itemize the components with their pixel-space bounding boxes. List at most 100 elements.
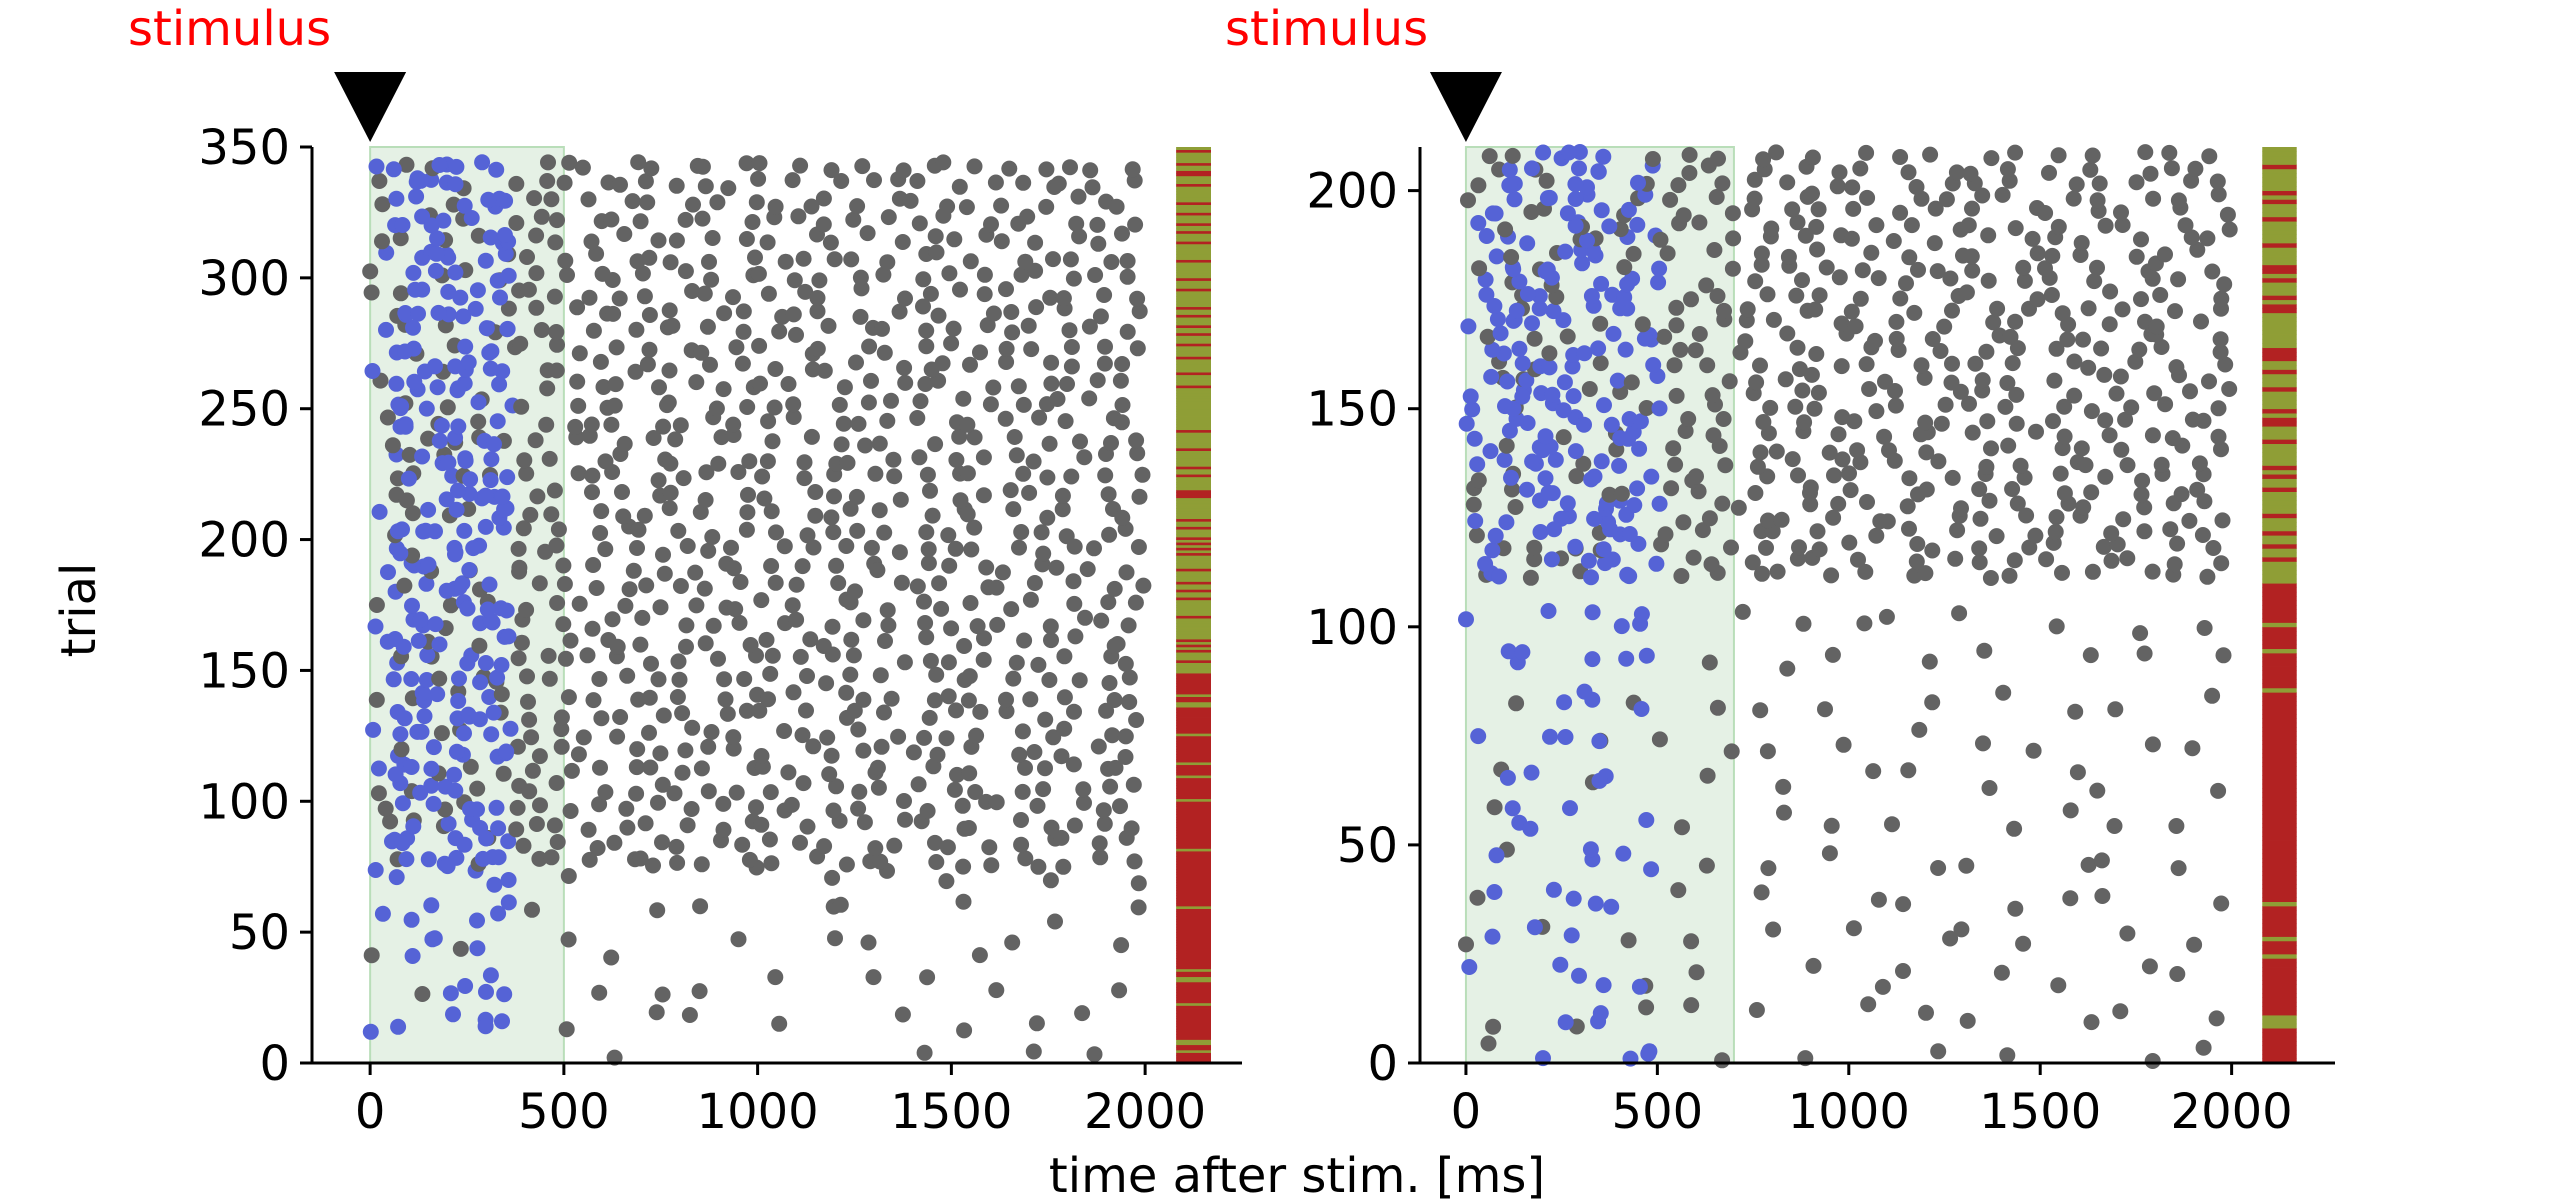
outcome-stripe: [1176, 461, 1211, 465]
outcome-stripe: [2262, 290, 2297, 296]
spike-mark: [641, 341, 658, 358]
outcome-stripe: [1176, 228, 1211, 232]
spike-mark: [1809, 241, 1826, 258]
spike-mark: [1090, 235, 1107, 252]
spike-mark: [541, 450, 558, 467]
spike-mark: [499, 321, 516, 338]
outcome-stripe: [2262, 1019, 2297, 1025]
spike-mark: [638, 577, 655, 594]
spike-mark: [508, 215, 525, 231]
spike-mark: [392, 726, 409, 743]
spike-mark: [822, 234, 839, 251]
spike-mark: [1775, 778, 1792, 795]
spike-mark: [1626, 497, 1643, 514]
spike-mark: [1918, 444, 1935, 461]
spike-mark: [685, 196, 701, 213]
spike-mark: [624, 193, 641, 210]
outcome-stripe: [1176, 455, 1211, 459]
spike-mark: [431, 157, 448, 173]
spike-mark: [734, 836, 751, 853]
spike-mark: [2097, 468, 2114, 485]
spike-mark: [1531, 288, 1548, 305]
spike-mark: [405, 319, 421, 336]
spike-mark: [1131, 303, 1148, 320]
spike-mark: [794, 727, 811, 744]
spike-mark: [2199, 230, 2216, 247]
spike-mark: [470, 413, 487, 430]
spike-mark: [2210, 428, 2227, 445]
spike-mark: [684, 719, 701, 736]
spike-mark: [619, 667, 636, 684]
spike-mark: [1127, 594, 1144, 611]
spike-mark: [2136, 645, 2153, 662]
outcome-stripe: [1176, 704, 1211, 708]
spike-mark: [1601, 486, 1618, 503]
spike-mark: [1960, 217, 1977, 234]
spike-mark: [493, 686, 510, 703]
spike-mark: [921, 709, 938, 726]
spike-mark: [1908, 179, 1925, 195]
spike-mark: [1844, 179, 1861, 196]
outcome-stripe: [2262, 356, 2297, 362]
outcome-stripe: [2262, 194, 2297, 200]
spike-mark: [1701, 510, 1718, 527]
spike-mark: [1980, 227, 1997, 244]
spike-mark: [788, 576, 805, 593]
spike-mark: [924, 507, 941, 524]
outcome-stripe: [1176, 696, 1211, 700]
spike-mark: [508, 821, 525, 838]
spike-mark: [2144, 1053, 2161, 1069]
outcome-stripe: [1176, 526, 1211, 530]
spike-mark: [2170, 860, 2187, 877]
outcome-stripe: [2262, 474, 2297, 479]
spike-mark: [1752, 357, 1768, 374]
outcome-stripe: [1176, 497, 1211, 501]
spike-mark: [430, 304, 447, 321]
spike-mark: [751, 155, 768, 172]
spike-mark: [976, 630, 992, 647]
outcome-stripe: [1176, 937, 1211, 941]
outcome-stripe: [1176, 861, 1211, 865]
outcome-stripe: [1176, 356, 1211, 360]
spike-mark: [807, 484, 824, 500]
spike-mark: [2066, 387, 2083, 404]
spike-mark: [928, 666, 945, 683]
outcome-stripe: [1176, 411, 1211, 415]
spike-mark: [828, 778, 845, 795]
spike-mark: [2177, 217, 2194, 234]
spike-mark: [725, 729, 742, 746]
spike-mark: [845, 211, 862, 228]
outcome-stripe: [1176, 1008, 1211, 1012]
spike-mark: [1683, 997, 1700, 1014]
spike-mark: [1119, 268, 1136, 285]
spike-mark: [1035, 545, 1052, 562]
spike-mark: [1076, 449, 1093, 466]
spike-mark: [966, 429, 983, 446]
spike-mark: [835, 415, 852, 432]
spike-mark: [661, 302, 678, 319]
spike-mark: [511, 559, 528, 576]
spike-mark: [2059, 331, 2076, 348]
outcome-stripe: [2262, 927, 2297, 933]
spike-mark: [583, 233, 600, 250]
spike-mark: [1754, 565, 1770, 582]
spike-mark: [747, 249, 763, 266]
outcome-stripe: [1176, 631, 1211, 635]
spike-mark: [1033, 524, 1050, 541]
spike-mark: [1462, 388, 1479, 405]
spike-mark: [1863, 244, 1880, 261]
spike-mark: [1557, 1014, 1574, 1031]
outcome-stripe: [2262, 186, 2297, 192]
spike-mark: [1734, 603, 1751, 620]
spike-mark: [641, 724, 657, 741]
spike-mark: [1066, 595, 1083, 612]
outcome-stripe: [1176, 764, 1211, 768]
spike-mark: [2006, 552, 2023, 569]
spike-mark: [836, 379, 853, 396]
spike-mark: [595, 379, 612, 395]
spike-mark: [368, 691, 385, 708]
spike-mark: [393, 398, 410, 415]
spike-mark: [1802, 479, 1819, 496]
spike-mark: [2096, 366, 2113, 383]
outcome-stripe: [2262, 443, 2297, 449]
